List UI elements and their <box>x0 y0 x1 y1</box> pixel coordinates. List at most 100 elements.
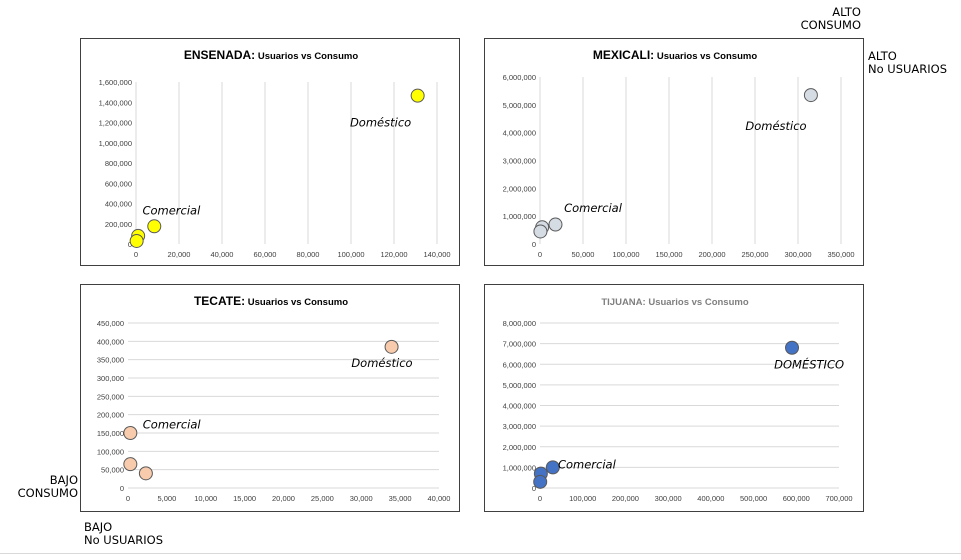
data-point <box>533 224 548 239</box>
x-tick-label: 700,000 <box>825 494 852 503</box>
x-tick-label: 0 <box>538 494 542 503</box>
x-tick-label: 15,000 <box>233 494 256 503</box>
x-tick-label: 250,000 <box>741 250 768 259</box>
y-tick-label: 1,000,000 <box>503 212 536 221</box>
data-point <box>545 460 560 475</box>
x-tick-label: 60,000 <box>254 250 277 259</box>
chart-title-bold: TECATE: <box>194 294 245 308</box>
x-tick-label: 100,000 <box>612 250 639 259</box>
x-tick-label: 0 <box>538 250 542 259</box>
data-point <box>147 219 162 234</box>
y-tick-label: 5,000,000 <box>503 381 536 390</box>
y-tick-label: 0 <box>128 240 132 249</box>
x-tick-label: 150,000 <box>655 250 682 259</box>
x-tick-label: 100,000 <box>337 250 364 259</box>
chart-title-rest: TIJUANA: Usuarios vs Consumo <box>601 297 748 308</box>
scatter-chart-mexicali: MEXICALI: Usuarios vs Consumo 0 1,000,000 2… <box>503 48 855 259</box>
corner-label-right: ALTO No USUARIOS <box>868 50 947 76</box>
y-tick-label: 7,000,000 <box>503 340 536 349</box>
y-tick-label: 6,000,000 <box>503 73 536 82</box>
y-tick-label: 2,000,000 <box>503 443 536 452</box>
corner-label-bottom-left-y: BAJO CONSUMO <box>18 474 78 500</box>
x-tick-label: 5,000 <box>157 494 176 503</box>
x-tick-label: 500,000 <box>740 494 767 503</box>
corner-label-line: CONSUMO <box>800 18 861 32</box>
y-tick-label: 5,000,000 <box>503 101 536 110</box>
x-tick-label: 200,000 <box>698 250 725 259</box>
y-tick-label: 400,000 <box>97 337 124 346</box>
y-tick-label: 1,000,000 <box>99 139 132 148</box>
corner-label-line: No USUARIOS <box>84 533 164 547</box>
y-tick-label: 200,000 <box>97 411 124 420</box>
chart-title: ENSENADA: Usuarios vs Consumo <box>184 48 358 62</box>
y-tick-label: 8,000,000 <box>503 319 536 328</box>
x-tick-label: 40,000 <box>428 494 451 503</box>
y-tick-label: 3,000,000 <box>503 157 536 166</box>
x-tick-label: 25,000 <box>311 494 334 503</box>
y-tick-label: 600,000 <box>105 179 132 188</box>
corner-label-line: CONSUMO <box>17 486 78 500</box>
chart-title: TECATE: Usuarios vs Consumo <box>194 294 348 308</box>
y-tick-label: 4,000,000 <box>503 129 536 138</box>
corner-label-top-right: ALTO CONSUMO <box>801 6 861 32</box>
chart-panel-tijuana: TIJUANA: Usuarios vs Consumo 0 1,000,000 2,… <box>484 284 864 512</box>
chart-panel-tecate: TECATE: Usuarios vs Consumo 0 50,000 100,00… <box>80 284 460 512</box>
y-tick-label: 2,000,000 <box>503 184 536 193</box>
chart-title-rest: Usuarios vs Consumo <box>255 51 358 62</box>
data-point <box>123 457 138 472</box>
corner-label-line: BAJO <box>84 520 113 534</box>
chart-panel-mexicali: MEXICALI: Usuarios vs Consumo 0 1,000,000 2… <box>484 38 864 266</box>
data-annotation: DOMÉSTICO <box>774 356 844 371</box>
y-tick-label: 200,000 <box>105 220 132 229</box>
chart-panel-ensenada: ENSENADA: Usuarios vs Consumo 0 200,000 400… <box>80 38 460 266</box>
scatter-chart-tijuana: TIJUANA: Usuarios vs Consumo 0 1,000,000 2,… <box>503 297 853 503</box>
scatter-chart-ensenada: ENSENADA: Usuarios vs Consumo 0 200,000 400… <box>99 48 451 259</box>
x-tick-label: 350,000 <box>827 250 854 259</box>
x-tick-label: 200,000 <box>612 494 639 503</box>
corner-label-line: ALTO <box>832 5 861 19</box>
y-tick-label: 1,000,000 <box>503 463 536 472</box>
data-point <box>138 466 153 481</box>
y-tick-label: 0 <box>532 484 536 493</box>
bottom-divider <box>0 553 961 554</box>
x-tick-label: 140,000 <box>423 250 450 259</box>
y-tick-label: 350,000 <box>97 356 124 365</box>
x-tick-label: 0 <box>134 250 138 259</box>
data-annotation: Doméstico <box>351 356 412 370</box>
chart-title-rest: Usuarios vs Consumo <box>245 297 348 308</box>
y-tick-label: 100,000 <box>97 447 124 456</box>
data-point <box>533 474 548 489</box>
x-tick-label: 0 <box>126 494 130 503</box>
y-tick-label: 0 <box>120 484 124 493</box>
chart-title: TIJUANA: Usuarios vs Consumo <box>601 297 748 308</box>
data-point <box>785 340 800 355</box>
y-tick-label: 6,000,000 <box>503 360 536 369</box>
y-tick-label: 250,000 <box>97 392 124 401</box>
chart-title-bold: MEXICALI: <box>593 48 654 62</box>
data-annotation: Comercial <box>564 201 623 215</box>
y-tick-label: 800,000 <box>105 159 132 168</box>
y-tick-label: 450,000 <box>97 319 124 328</box>
x-tick-label: 20,000 <box>168 250 191 259</box>
x-tick-label: 400,000 <box>697 494 724 503</box>
chart-title-bold: ENSENADA: <box>184 48 255 62</box>
y-tick-label: 300,000 <box>97 374 124 383</box>
x-tick-label: 40,000 <box>211 250 234 259</box>
x-tick-label: 100,000 <box>569 494 596 503</box>
data-point <box>129 233 144 248</box>
data-annotation: Comercial <box>143 418 202 432</box>
y-tick-label: 400,000 <box>105 200 132 209</box>
chart-title: MEXICALI: Usuarios vs Consumo <box>593 48 757 62</box>
y-tick-label: 150,000 <box>97 429 124 438</box>
data-point <box>410 88 425 103</box>
data-point <box>548 217 563 232</box>
data-point <box>384 339 399 354</box>
y-tick-label: 1,400,000 <box>99 98 132 107</box>
y-tick-label: 0 <box>532 240 536 249</box>
data-annotation: Comercial <box>558 457 617 471</box>
x-tick-label: 300,000 <box>655 494 682 503</box>
y-tick-label: 50,000 <box>101 466 124 475</box>
data-annotation: Comercial <box>142 204 201 218</box>
x-tick-label: 35,000 <box>389 494 412 503</box>
y-tick-label: 1,600,000 <box>99 78 132 87</box>
